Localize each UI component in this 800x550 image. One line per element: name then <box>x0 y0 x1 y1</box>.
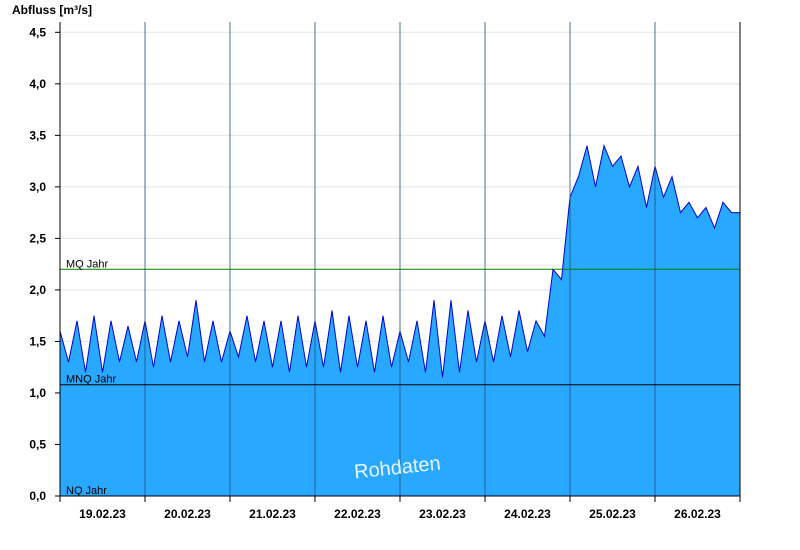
y-tick-label: 4,0 <box>29 77 46 91</box>
y-tick-label: 2,5 <box>29 231 46 245</box>
reference-label: MQ Jahr <box>66 258 109 270</box>
x-tick-label: 22.02.23 <box>334 507 381 521</box>
x-tick-label: 19.02.23 <box>79 507 126 521</box>
reference-label: MNQ Jahr <box>66 374 116 386</box>
axes <box>55 22 741 502</box>
y-tick-label: 2,0 <box>29 283 46 297</box>
x-tick-label: 20.02.23 <box>164 507 211 521</box>
y-tick-labels: 0,0 0,5 1,0 1,5 2,0 2,5 3,0 3,5 4,0 4,5 <box>29 25 46 503</box>
x-tick-label: 26.02.23 <box>674 507 721 521</box>
day-separators <box>144 22 656 496</box>
y-tick-label: 3,5 <box>29 128 46 142</box>
y-tick-label: 0,5 <box>29 437 46 451</box>
y-tick-label: 4,5 <box>29 25 46 39</box>
y-tick-label: 1,5 <box>29 334 46 348</box>
reference-lines: MQ Jahr MNQ Jahr NQ Jahr <box>60 258 740 497</box>
x-tick-labels: 19.02.23 20.02.23 21.02.23 22.02.23 23.02.23… <box>79 507 721 521</box>
x-tick-label: 21.02.23 <box>249 507 296 521</box>
y-tick-label: 1,0 <box>29 386 46 400</box>
y-tick-label: 3,0 <box>29 180 46 194</box>
y-tick-label: 0,0 <box>29 489 46 503</box>
y-axis-title: Abfluss [m³/s] <box>12 3 92 17</box>
x-tick-label: 23.02.23 <box>419 507 466 521</box>
x-tick-label: 25.02.23 <box>589 507 636 521</box>
reference-label: NQ Jahr <box>66 485 107 497</box>
x-tick-label: 24.02.23 <box>504 507 551 521</box>
